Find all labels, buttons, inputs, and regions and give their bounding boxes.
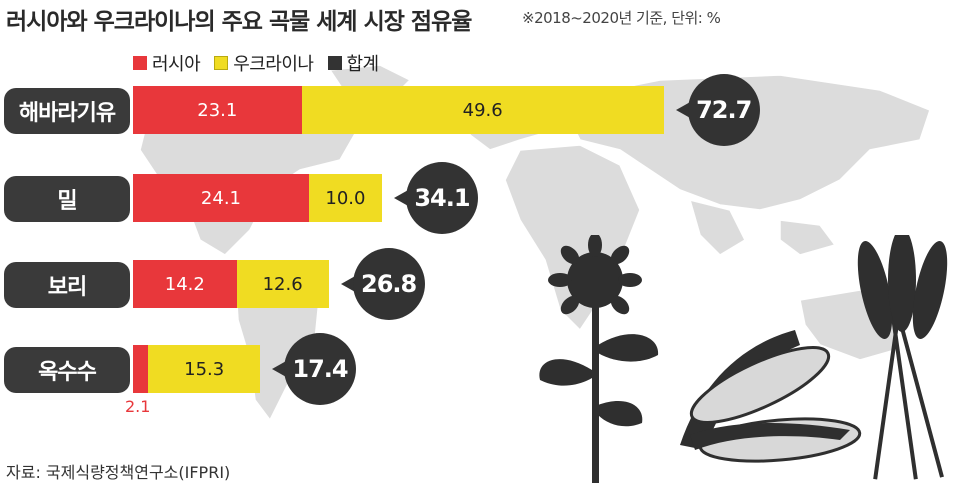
legend-swatch-total: [327, 56, 342, 70]
legend-label-total: 합계: [346, 54, 380, 75]
bar-russia-wheat: 24.1: [133, 174, 309, 222]
category-label-sunflower-oil: 해바라기유: [4, 88, 130, 134]
total-bubble-barley: 26.8: [352, 248, 425, 320]
total-bubble-sunflower-oil: 72.7: [687, 74, 760, 146]
wheat-icon: [857, 235, 948, 480]
bar-ukraine-corn: 15.3: [148, 345, 261, 393]
legend-label-russia: 러시아: [152, 54, 201, 75]
legend-swatch-russia: [133, 56, 147, 70]
unit-note: ※2018~2020년 기준, 단위: %: [522, 9, 721, 27]
crops-illustration: [539, 235, 948, 483]
legend: 러시아 우크라이나 합계: [133, 50, 387, 76]
bar-ukraine-barley: 12.6: [236, 260, 329, 308]
bar-russia-sunflower-oil: 23.1: [133, 86, 302, 134]
corn-icon: [680, 330, 862, 463]
value-label-russia-corn: 2.1: [125, 397, 151, 416]
category-label-corn: 옥수수: [4, 347, 130, 393]
bar-russia-barley: 14.2: [133, 260, 237, 308]
chart-title: 러시아와 우크라이나의 주요 곡물 세계 시장 점유율: [6, 9, 472, 35]
legend-label-ukraine: 우크라이나: [233, 54, 314, 75]
category-label-wheat: 밀: [4, 176, 130, 222]
legend-item-ukraine: 우크라이나: [214, 50, 314, 76]
legend-item-russia: 러시아: [133, 50, 201, 76]
total-bubble-wheat: 34.1: [405, 162, 478, 234]
category-label-barley: 보리: [4, 262, 130, 308]
bar-ukraine-wheat: 10.0: [308, 174, 382, 222]
source-note: 자료: 국제식량정책연구소(IFPRI): [6, 463, 231, 482]
legend-swatch-ukraine: [214, 56, 229, 70]
sunflower-icon: [539, 235, 659, 483]
bar-russia-corn: [133, 345, 149, 393]
total-bubble-corn: 17.4: [284, 333, 357, 405]
legend-item-total: 합계: [327, 50, 380, 76]
bar-ukraine-sunflower-oil: 49.6: [301, 86, 664, 134]
